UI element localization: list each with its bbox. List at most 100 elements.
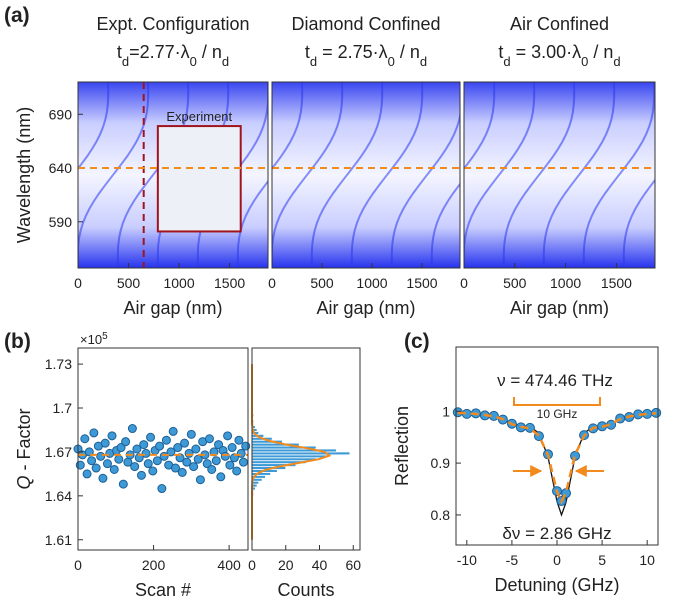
- y-tick-label: 590: [49, 214, 73, 230]
- y-label-part: - Factor: [14, 408, 34, 475]
- data-point: [97, 452, 105, 460]
- x-axis-label: Air gap (nm): [123, 298, 222, 318]
- data-point: [221, 452, 229, 460]
- x-tick-label: 0: [74, 275, 82, 291]
- figure: Experiment Expt. Configuration td=2.77·λ0 …: [0, 0, 676, 602]
- x-tick-label: 0: [460, 275, 468, 291]
- data-point: [226, 461, 234, 469]
- data-point: [122, 438, 130, 446]
- data-point: [196, 476, 204, 484]
- inset-box: [158, 126, 241, 231]
- subtitle-part: / n: [395, 42, 420, 62]
- panel-subtitle: td = 3.00·λ0 / nd: [498, 42, 620, 69]
- data-point: [92, 464, 100, 472]
- mode-curve: [664, 82, 676, 268]
- data-point: [101, 439, 109, 447]
- histogram-bar: [252, 455, 328, 458]
- data-point: [103, 460, 111, 468]
- y-tick-label: 1.7: [53, 400, 73, 416]
- y-tick-label: 1.73: [45, 356, 72, 372]
- x-tick-label: 5: [598, 552, 606, 568]
- x-tick-label: 1000: [550, 275, 581, 291]
- data-point: [242, 442, 250, 450]
- y-tick-label: 0.9: [431, 455, 451, 471]
- annotation: 10 GHz: [537, 407, 578, 421]
- histogram-bar: [252, 452, 350, 455]
- panel-title: Expt. Configuration: [96, 14, 249, 34]
- x-tick-label: 1000: [356, 275, 387, 291]
- x-tick-label: 500: [117, 275, 141, 291]
- panel-title: Air Confined: [510, 14, 609, 34]
- data-point: [128, 425, 136, 433]
- data-point: [142, 449, 150, 457]
- data-point: [217, 473, 225, 481]
- subtitle-part: / n: [197, 42, 222, 62]
- subtitle-part: 0: [388, 54, 395, 69]
- subtitle-part: 0: [190, 54, 197, 69]
- annotation: ν = 474.46 THz: [497, 371, 613, 390]
- data-point: [83, 470, 91, 478]
- data-point: [144, 460, 152, 468]
- x-tick-label: 500: [503, 275, 527, 291]
- data-point: [205, 435, 213, 443]
- data-point: [208, 465, 216, 473]
- data-point: [81, 435, 89, 443]
- data-point: [228, 444, 236, 452]
- data-point: [233, 467, 241, 475]
- subtitle-part: / n: [588, 42, 613, 62]
- data-point: [239, 458, 247, 466]
- y-tick-label: 690: [49, 106, 73, 122]
- x-tick-label: 200: [142, 557, 166, 573]
- subtitle-part: d: [310, 54, 317, 69]
- panel-title: Diamond Confined: [291, 14, 440, 34]
- y-tick-label: 1.67: [45, 444, 72, 460]
- x-tick-label: 0: [248, 557, 256, 573]
- data-point: [147, 433, 155, 441]
- y-axis-label: Q - Factor: [14, 408, 34, 489]
- x-tick-label: 1000: [163, 275, 194, 291]
- subtitle-part: =2.77·λ: [129, 42, 190, 62]
- x-tick-label: 0: [553, 552, 561, 568]
- inset-label: Experiment: [166, 109, 232, 124]
- y-tick-label: 1: [442, 403, 450, 419]
- x-tick-label: 1500: [406, 275, 437, 291]
- x-axis-label: Counts: [277, 580, 334, 600]
- subtitle-part: = 3.00·λ: [511, 42, 582, 62]
- subtitle-part: = 2.75·λ: [317, 42, 388, 62]
- y-label-part: Q: [14, 476, 34, 490]
- multiplier-part: ×10: [80, 332, 102, 347]
- data-point: [224, 432, 232, 440]
- data-point: [156, 442, 164, 450]
- y-tick-label: 1.61: [45, 532, 72, 548]
- multiplier-part: 5: [102, 331, 108, 342]
- data-point: [119, 480, 127, 488]
- subtitle-part: d: [420, 54, 427, 69]
- panel-subtitle: td=2.77·λ0 / nd: [117, 42, 229, 69]
- data-point: [237, 449, 245, 457]
- x-tick-label: 1500: [601, 275, 632, 291]
- x-axis-label: Scan #: [135, 580, 191, 600]
- x-tick-label: 20: [278, 557, 294, 573]
- x-tick-label: 0: [74, 557, 82, 573]
- axis-multiplier: ×105: [80, 331, 108, 348]
- data-point: [190, 463, 198, 471]
- data-point: [187, 430, 195, 438]
- data-point: [108, 432, 116, 440]
- data-point: [212, 457, 220, 465]
- data-point: [99, 474, 107, 482]
- data-point: [181, 439, 189, 447]
- data-point: [169, 427, 177, 435]
- data-point: [76, 461, 84, 469]
- histogram-bar: [252, 458, 316, 461]
- x-tick-label: 1500: [214, 275, 245, 291]
- x-tick-label: 40: [312, 557, 328, 573]
- data-point: [162, 436, 170, 444]
- data-point: [137, 471, 145, 479]
- x-tick-label: 400: [217, 557, 241, 573]
- data-point: [192, 445, 200, 453]
- subtitle-part: d: [503, 54, 510, 69]
- x-tick-label: 500: [310, 275, 334, 291]
- subtitle-part: 0: [581, 54, 588, 69]
- data-point: [235, 436, 243, 444]
- panel-subtitle: td = 2.75·λ0 / nd: [305, 42, 427, 69]
